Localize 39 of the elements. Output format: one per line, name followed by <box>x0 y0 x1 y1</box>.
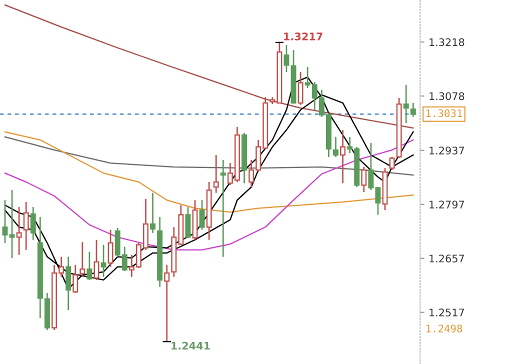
y-tick-label: 1.3218 <box>430 38 464 46</box>
annotation: 1.3217 <box>284 32 322 40</box>
candlestick <box>213 154 219 194</box>
y-tick-label: 1.2657 <box>430 254 464 262</box>
candlestick <box>2 199 8 244</box>
candlestick <box>403 84 409 124</box>
y-tick-label: 1.2937 <box>430 146 464 154</box>
line-series <box>4 131 414 213</box>
candlestick <box>333 136 338 158</box>
candlestick <box>164 264 170 342</box>
candlestick <box>9 189 15 259</box>
candlestick <box>108 229 114 268</box>
line-series <box>4 4 414 129</box>
y-tick-label: 1.3078 <box>430 92 464 100</box>
annotation: 1.2441 <box>172 342 210 350</box>
candlestick <box>23 201 29 251</box>
candlestick <box>284 44 290 73</box>
candlestick <box>100 244 106 278</box>
candlestick <box>185 206 191 239</box>
candlestick <box>72 264 78 294</box>
candlestick <box>80 241 86 278</box>
candlestick <box>16 206 22 256</box>
candlestick <box>410 102 416 118</box>
y-tick-label: 1.2517 <box>430 308 464 316</box>
ref-line-label: 1.3031 <box>426 109 462 118</box>
candlestick <box>389 156 395 171</box>
candlestick <box>30 206 36 241</box>
candlestick <box>86 251 92 281</box>
candlestick <box>94 239 100 281</box>
candlestick <box>340 129 346 184</box>
line-series <box>4 139 414 250</box>
candlestick <box>220 159 226 258</box>
candlestick <box>150 192 156 234</box>
candlestick <box>66 256 72 311</box>
y-tick-label: 1.2797 <box>430 200 464 208</box>
candlestick <box>298 71 304 106</box>
candlestick <box>361 166 367 193</box>
candlestick <box>199 199 205 231</box>
text: 1.2498 <box>426 324 462 332</box>
